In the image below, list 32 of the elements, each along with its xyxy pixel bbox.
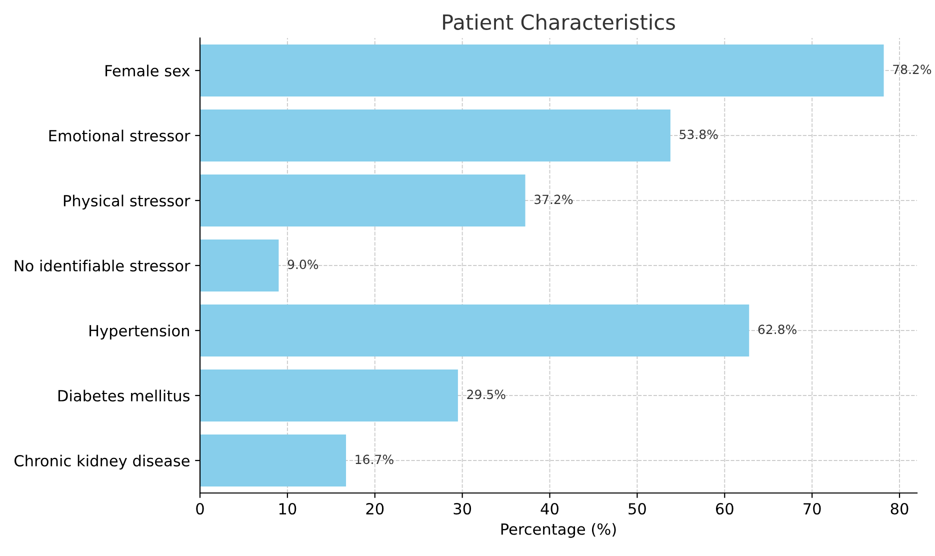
x-tick-label: 30 [454,502,472,515]
y-tick-label: Emotional stressor [49,130,190,142]
y-tick-label: No identifiable stressor [14,260,190,272]
data-label: 53.8% [680,130,718,140]
bar [200,44,884,96]
x-tick-label: 80 [890,502,908,515]
x-tick-label: 60 [716,502,734,515]
x-tick-label: 20 [366,502,384,515]
bar [200,174,526,226]
bar [200,240,279,292]
y-tick-label: Chronic kidney disease [14,454,190,470]
y-tick-label: Female sex [106,64,190,77]
x-tick-label: 10 [279,502,296,515]
data-label: 62.8% [758,324,796,334]
data-label: 37.2% [534,194,573,204]
chart-title: Patient Characteristics [443,14,675,30]
x-tick-label: 70 [804,502,821,515]
bar [200,434,346,486]
x-tick-label: 40 [540,502,558,515]
data-label: 16.7% [356,454,394,464]
bar [200,370,458,422]
x-tick-label: 0 [196,502,204,515]
data-label: 9.0% [288,260,318,270]
data-label: 29.5% [467,390,506,400]
y-tick-label: Hypertension [90,324,189,340]
bar [200,110,670,162]
bar [200,304,750,356]
data-label: 78.2% [893,64,932,74]
x-tick-label: 50 [628,502,646,515]
y-tick-label: Physical stressor [64,194,190,210]
x-axis-title: Percentage (%) [501,523,616,538]
y-tick-label: Diabetes mellitus [58,390,190,402]
